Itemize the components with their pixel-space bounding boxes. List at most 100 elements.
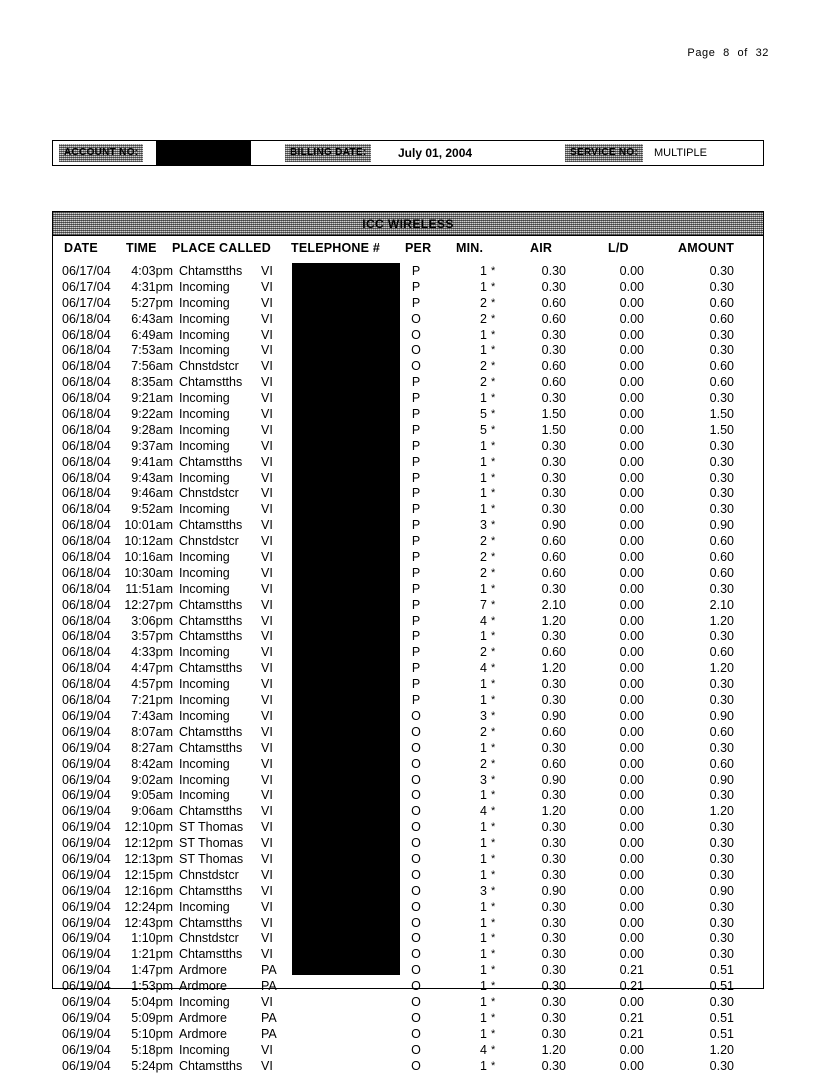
- cell-air: 0.30: [541, 693, 566, 708]
- account-header-bar: ACCOUNT NO: BILLING DATE: July 01, 2004 …: [52, 140, 764, 166]
- cell-min-asterisk: *: [491, 392, 496, 405]
- cell-place-called: Incoming: [179, 327, 230, 342]
- table-row: 06/19/04 9:05am Incoming VI O 1 * 0.30 0.00 0.30: [53, 788, 763, 804]
- cell-place-called: Chtamstths: [179, 375, 243, 390]
- cell-ld: 0.00: [619, 947, 644, 962]
- cell-air: 0.30: [541, 994, 566, 1009]
- cell-min-asterisk: *: [491, 1011, 496, 1024]
- cell-air: 0.30: [541, 502, 566, 517]
- table-row: 06/19/04 12:16pm Chtamstths VI O 3 * 0.90 0.00 0.…: [53, 884, 763, 900]
- cell-state: VI: [261, 279, 273, 294]
- cell-ld: 0.00: [619, 264, 644, 278]
- cell-min-asterisk: *: [491, 646, 496, 659]
- cell-amount: 0.60: [709, 311, 734, 326]
- cell-amount: 0.60: [709, 295, 734, 310]
- cell-min-asterisk: *: [491, 1027, 496, 1040]
- cell-date: 06/18/04: [62, 391, 111, 406]
- cell-place-called: Chtamstths: [179, 804, 243, 819]
- cell-state: VI: [261, 534, 273, 549]
- table-row: 06/19/04 9:06am Chtamstths VI O 4 * 1.20 0.00 1.2…: [53, 804, 763, 820]
- cell-state: VI: [261, 375, 273, 390]
- cell-air: 1.20: [541, 661, 566, 676]
- cell-ld: 0.00: [619, 629, 644, 644]
- cell-time: 12:10pm: [124, 820, 173, 835]
- cell-min-asterisk: *: [491, 296, 496, 309]
- cell-min: 2: [480, 756, 487, 771]
- table-row: 06/17/04 4:31pm Incoming VI P 1 * 0.30 0.00 0.30: [53, 280, 763, 296]
- cell-ld: 0.00: [619, 343, 644, 358]
- table-row: 06/18/04 10:12am Chnstdstcr VI P 2 * 0.60 0.00 0.…: [53, 534, 763, 550]
- table-row: 06/19/04 12:12pm ST Thomas VI O 1 * 0.30 0.00 0.3…: [53, 836, 763, 852]
- page-of-label: of: [737, 47, 748, 59]
- cell-place-called: Incoming: [179, 343, 230, 358]
- column-header-telephone: TELEPHONE #: [291, 241, 381, 255]
- cell-ld: 0.21: [619, 979, 644, 994]
- cell-min: 1: [480, 1058, 487, 1073]
- cell-per: O: [411, 979, 421, 994]
- cell-date: 06/17/04: [62, 279, 111, 294]
- cell-state: VI: [261, 327, 273, 342]
- cell-state: VI: [261, 867, 273, 882]
- cell-min: 3: [480, 883, 487, 898]
- cell-min-asterisk: *: [491, 455, 496, 468]
- cell-per: P: [411, 518, 421, 533]
- cell-ld: 0.00: [619, 311, 644, 326]
- cell-air: 0.90: [541, 883, 566, 898]
- cell-date: 06/18/04: [62, 550, 111, 565]
- cell-time: 5:27pm: [131, 295, 173, 310]
- cell-amount: 0.30: [709, 820, 734, 835]
- cell-air: 0.60: [541, 724, 566, 739]
- cell-amount: 2.10: [709, 597, 734, 612]
- cell-min-asterisk: *: [491, 773, 496, 786]
- cell-min-asterisk: *: [491, 535, 496, 548]
- cell-state: VI: [261, 804, 273, 819]
- page-label: Page: [687, 47, 716, 59]
- table-title: ICC WIRELESS: [53, 212, 763, 236]
- billing-date-value: July 01, 2004: [398, 146, 473, 160]
- cell-date: 06/19/04: [62, 740, 111, 755]
- cell-state: VI: [261, 883, 273, 898]
- cell-time: 9:05am: [131, 788, 173, 803]
- cell-time: 6:43am: [131, 311, 173, 326]
- cell-per: O: [411, 327, 421, 342]
- cell-ld: 0.00: [619, 597, 644, 612]
- cell-state: VI: [261, 486, 273, 501]
- cell-ld: 0.00: [619, 740, 644, 755]
- cell-place-called: Chnstdstcr: [179, 486, 239, 501]
- cell-amount: 0.30: [709, 502, 734, 517]
- cell-air: 0.30: [541, 327, 566, 342]
- cell-date: 06/19/04: [62, 915, 111, 930]
- cell-place-called: Incoming: [179, 311, 230, 326]
- cell-time: 8:42am: [131, 756, 173, 771]
- cell-state: VI: [261, 851, 273, 866]
- cell-min-asterisk: *: [491, 948, 496, 961]
- cell-air: 0.30: [541, 486, 566, 501]
- table-row: 06/18/04 10:16am Incoming VI P 2 * 0.60 0.00 0.60: [53, 550, 763, 566]
- cell-min: 1: [480, 693, 487, 708]
- table-row: 06/18/04 9:21am Incoming VI P 1 * 0.30 0.00 0.30: [53, 391, 763, 407]
- cell-date: 06/19/04: [62, 947, 111, 962]
- cell-time: 4:57pm: [131, 677, 173, 692]
- cell-date: 06/18/04: [62, 534, 111, 549]
- table-row: 06/19/04 12:24pm Incoming VI O 1 * 0.30 0.00 0.30: [53, 900, 763, 916]
- cell-min: 2: [480, 311, 487, 326]
- cell-date: 06/18/04: [62, 486, 111, 501]
- cell-ld: 0.00: [619, 565, 644, 580]
- cell-min-asterisk: *: [491, 519, 496, 532]
- cell-min: 1: [480, 279, 487, 294]
- account-no-redaction-box: [156, 141, 251, 165]
- cell-min-asterisk: *: [491, 423, 496, 436]
- table-row: 06/19/04 12:15pm Chnstdstcr VI O 1 * 0.30 0.00 0.…: [53, 868, 763, 884]
- cell-per: O: [411, 883, 421, 898]
- cell-per: P: [411, 438, 421, 453]
- cell-min-asterisk: *: [491, 551, 496, 564]
- cell-amount: 0.60: [709, 550, 734, 565]
- cell-state: VI: [261, 264, 273, 278]
- cell-time: 12:12pm: [124, 836, 173, 851]
- cell-time: 1:53pm: [131, 979, 173, 994]
- cell-place-called: Ardmore: [179, 963, 227, 978]
- cell-time: 7:56am: [131, 359, 173, 374]
- cell-state: VI: [261, 391, 273, 406]
- billing-date-label: BILLING DATE:: [285, 144, 371, 162]
- page-number: Page 8 of 32: [685, 47, 771, 59]
